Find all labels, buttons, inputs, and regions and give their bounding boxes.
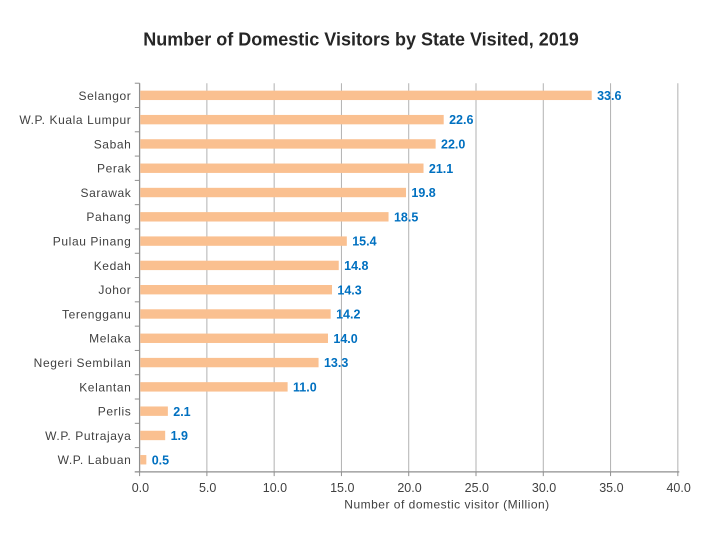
svg-text:Number of domestic visitor (Mi: Number of domestic visitor (Million) <box>344 497 549 511</box>
svg-text:14.2: 14.2 <box>336 308 360 322</box>
svg-text:Johor: Johor <box>98 283 131 297</box>
svg-text:2.1: 2.1 <box>173 405 190 419</box>
svg-text:19.8: 19.8 <box>411 186 435 200</box>
svg-text:Pahang: Pahang <box>86 210 131 224</box>
svg-text:15.0: 15.0 <box>330 481 354 495</box>
svg-text:14.3: 14.3 <box>337 283 361 297</box>
svg-text:25.0: 25.0 <box>465 481 489 495</box>
svg-text:0.5: 0.5 <box>152 453 169 467</box>
svg-text:30.0: 30.0 <box>532 481 556 495</box>
svg-text:Pulau Pinang: Pulau Pinang <box>53 235 132 249</box>
svg-text:33.6: 33.6 <box>597 89 621 103</box>
svg-text:Kelantan: Kelantan <box>79 380 131 394</box>
svg-text:Perak: Perak <box>97 162 132 176</box>
svg-text:22.6: 22.6 <box>449 113 473 127</box>
svg-text:Kedah: Kedah <box>94 259 132 273</box>
svg-text:22.0: 22.0 <box>441 138 465 152</box>
svg-text:W.P. Kuala Lumpur: W.P. Kuala Lumpur <box>19 113 131 127</box>
svg-text:W.P. Labuan: W.P. Labuan <box>58 453 132 467</box>
svg-text:13.3: 13.3 <box>324 356 348 370</box>
svg-text:Melaka: Melaka <box>89 332 131 346</box>
svg-text:Sabah: Sabah <box>94 137 132 151</box>
svg-text:20.0: 20.0 <box>397 481 421 495</box>
svg-text:40.0: 40.0 <box>666 481 690 495</box>
svg-text:35.0: 35.0 <box>599 481 623 495</box>
svg-text:W.P. Putrajaya: W.P. Putrajaya <box>45 429 131 443</box>
svg-text:Negeri Sembilan: Negeri Sembilan <box>34 356 132 370</box>
svg-text:14.8: 14.8 <box>344 259 368 273</box>
svg-text:11.0: 11.0 <box>293 380 317 394</box>
svg-text:Number of Domestic Visitors by: Number of Domestic Visitors by State Vis… <box>143 30 579 50</box>
svg-text:Terengganu: Terengganu <box>62 307 131 321</box>
svg-text:Selangor: Selangor <box>79 89 132 103</box>
svg-text:21.1: 21.1 <box>429 162 453 176</box>
svg-text:10.0: 10.0 <box>263 481 287 495</box>
svg-text:Perlis: Perlis <box>98 405 132 419</box>
svg-text:18.5: 18.5 <box>394 210 418 224</box>
svg-text:0.0: 0.0 <box>132 481 149 495</box>
svg-text:Sarawak: Sarawak <box>81 186 132 200</box>
svg-text:5.0: 5.0 <box>199 481 216 495</box>
svg-text:14.0: 14.0 <box>333 332 357 346</box>
svg-text:15.4: 15.4 <box>352 235 376 249</box>
svg-text:1.9: 1.9 <box>171 429 188 443</box>
